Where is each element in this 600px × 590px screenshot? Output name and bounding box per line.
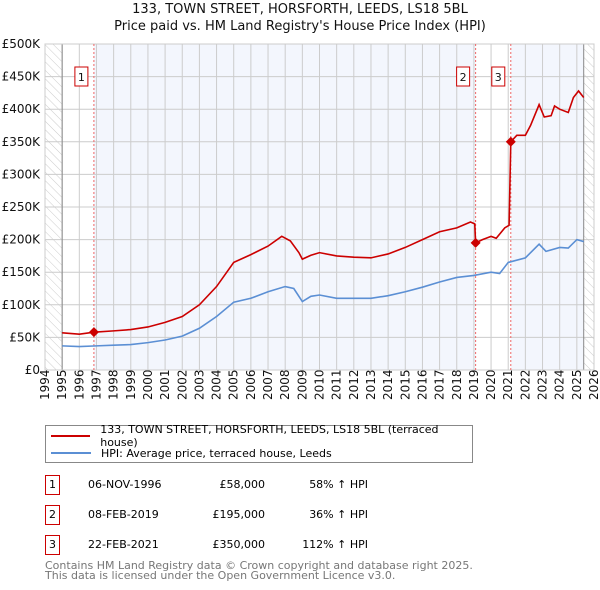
x-tick-label: 1995 (55, 369, 69, 400)
sale-label-box (74, 66, 89, 87)
x-tick-label: 2004 (210, 369, 224, 400)
x-tick-label: 2002 (175, 369, 189, 400)
sale-row: 2 08-FEB-2019 £195,000 36% ↑ HPI (45, 505, 445, 525)
y-tick-label: £300K (2, 167, 42, 181)
y-tick-label: £200K (2, 233, 42, 247)
x-tick-label: 2024 (553, 369, 567, 400)
legend-swatch-property (51, 435, 91, 437)
x-tick-label: 2016 (415, 369, 429, 400)
sale-label: 2 (460, 71, 467, 84)
x-tick-label: 2023 (536, 369, 550, 400)
legend-label-hpi: HPI: Average price, terraced house, Leed… (101, 446, 332, 460)
sale-marker-badge: 2 (45, 505, 60, 525)
sale-point (505, 136, 516, 147)
x-tick-label: 2001 (158, 369, 172, 400)
chart-subtitle: Price paid vs. HM Land Registry's House … (114, 19, 486, 34)
sale-date: 22-FEB-2021 (88, 538, 159, 551)
footer: Contains HM Land Registry data © Crown c… (45, 559, 473, 582)
sale-hpi-change: 58% ↑ HPI (309, 478, 368, 491)
sale-date: 08-FEB-2019 (88, 508, 159, 521)
sale-label-box (456, 66, 471, 87)
sale-marker-badge: 1 (45, 475, 60, 495)
y-tick-label: £250K (2, 200, 42, 214)
x-tick-label: 2009 (295, 369, 309, 400)
y-tick-label: £400K (2, 102, 42, 116)
chart-title: 133, TOWN STREET, HORSFORTH, LEEDS, LS18… (132, 2, 468, 17)
sale-point (470, 237, 481, 248)
property-price-line (62, 89, 585, 335)
legend-swatch-hpi (51, 452, 91, 454)
footer-line-1: Contains HM Land Registry data © Crown c… (45, 559, 473, 572)
x-tick-label: 2010 (313, 369, 327, 400)
x-tick-label: 2007 (261, 369, 275, 400)
sale-row: 1 06-NOV-1996 £58,000 58% ↑ HPI (45, 475, 445, 495)
price-chart: 1994 1995 1996 1997 1998 1999 2000 2001 2002 2003… (2, 37, 600, 400)
y-tick-label: £150K (2, 265, 42, 279)
sale-hpi-change: 112% ↑ HPI (302, 538, 368, 551)
x-tick-label: 2000 (141, 369, 155, 400)
x-tick-label: 2011 (330, 369, 344, 400)
y-tick-label: £100K (2, 298, 42, 312)
plot-frame (44, 43, 595, 371)
y-tick-label: £500K (2, 37, 42, 51)
x-tick-label: 2015 (398, 369, 412, 400)
sale-marker-badge: 3 (45, 535, 60, 555)
x-tick-label: 2005 (227, 369, 241, 400)
sale-price: £58,000 (219, 478, 266, 491)
x-tick-label: 2012 (347, 369, 361, 400)
x-tick-label: 1997 (89, 369, 103, 400)
sale-label: 3 (495, 71, 502, 84)
sale-price: £350,000 (212, 538, 266, 551)
x-tick-label: 1999 (124, 369, 138, 400)
sale-row: 3 22-FEB-2021 £350,000 112% ↑ HPI (45, 535, 445, 555)
y-tick-label: £350K (2, 135, 42, 149)
x-tick-label: 2025 (570, 369, 584, 400)
x-tick-label: 2020 (484, 369, 498, 400)
x-tick-label: 1996 (72, 369, 86, 400)
sale-date: 06-NOV-1996 (88, 478, 162, 491)
hpi-line (62, 238, 584, 348)
x-tick-label: 2018 (450, 369, 464, 400)
y-tick-label: £50K (9, 330, 41, 344)
x-tick-label: 2019 (467, 369, 481, 400)
legend-label-property: 133, TOWN STREET, HORSFORTH, LEEDS, LS18… (100, 423, 439, 449)
sale-price: £195,000 (212, 508, 266, 521)
sale-label: 1 (78, 71, 85, 84)
x-tick-label: 2014 (381, 369, 395, 400)
legend: 133, TOWN STREET, HORSFORTH, LEEDS, LS18… (45, 423, 473, 463)
x-tick-label: 2021 (501, 369, 515, 400)
x-tick-label: 1994 (38, 369, 52, 400)
x-tick-label: 1998 (107, 369, 121, 400)
x-tick-label: 2006 (244, 369, 258, 400)
sale-hpi-change: 36% ↑ HPI (309, 508, 368, 521)
y-tick-label: £0 (25, 363, 40, 377)
x-tick-label: 2008 (278, 369, 292, 400)
x-tick-label: 2026 (587, 369, 600, 400)
sale-point (88, 327, 99, 338)
y-tick-label: £450K (2, 70, 42, 84)
x-tick-label: 2013 (364, 369, 378, 400)
sale-label-box (491, 66, 506, 87)
x-tick-label: 2017 (433, 369, 447, 400)
x-tick-label: 2003 (192, 369, 206, 400)
x-tick-label: 2022 (518, 369, 532, 400)
footer-line-2: This data is licensed under the Open Gov… (45, 569, 396, 582)
